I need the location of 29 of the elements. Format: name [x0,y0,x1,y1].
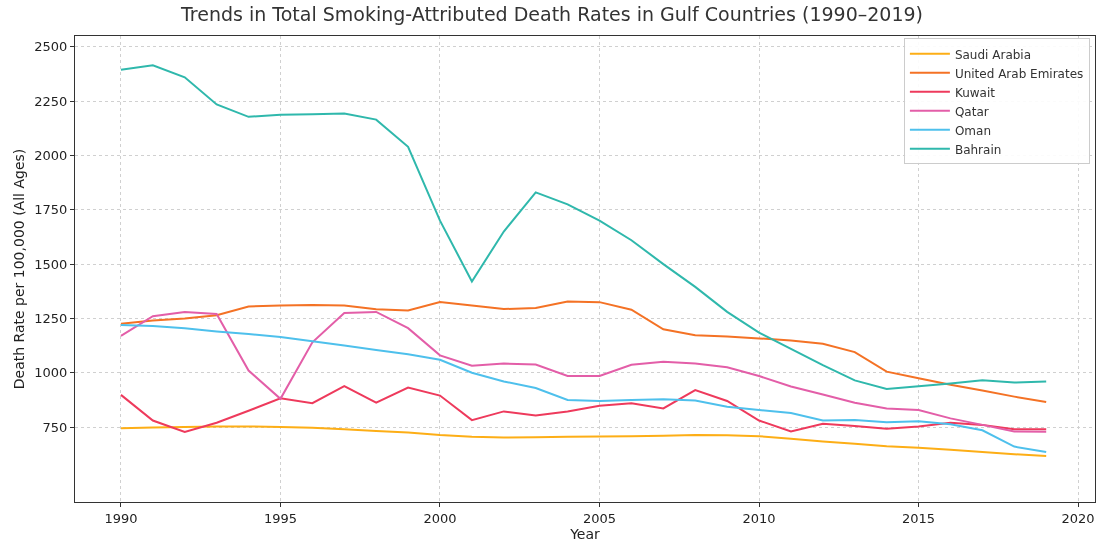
y-tick-label: 2250 [34,93,68,109]
y-tick-label: 1500 [34,256,68,272]
legend-label: Oman [954,123,991,138]
y-tick-label: 1000 [34,365,68,381]
x-tick-label: 2010 [742,510,776,526]
legend-label: Kuwait [954,85,996,100]
line-series [119,385,1048,434]
y-tick-label: 750 [42,419,68,435]
y-axis-title: Death Rate per 100,000 (All Ages) [10,148,27,390]
x-tick-label: 1990 [104,510,138,526]
x-tick-label: 1995 [263,510,298,526]
legend-label: Bahrain [954,142,1002,157]
legend-label: Qatar [954,104,989,119]
y-tick-label: 2000 [34,148,68,164]
line-series [119,425,1048,457]
y-tick-label: 1250 [34,310,68,326]
line-series [119,323,1048,454]
legend-label: Saudi Arabia [954,47,1032,62]
x-tick-label: 2015 [902,510,936,526]
x-tick-label: 2020 [1061,510,1095,526]
y-tick-label: 1750 [34,202,68,218]
legend-label: United Arab Emirates [954,66,1084,81]
chart-title: Trends in Total Smoking-Attributed Death Rates in Gulf Countries (1990–2019) [179,3,924,26]
x-axis-title: Year [569,525,601,542]
y-tick-label: 2500 [34,39,68,55]
x-tick-label: 2000 [423,510,457,526]
line-series [119,300,1048,404]
x-tick-label: 2005 [582,510,617,526]
line-series [119,310,1048,433]
